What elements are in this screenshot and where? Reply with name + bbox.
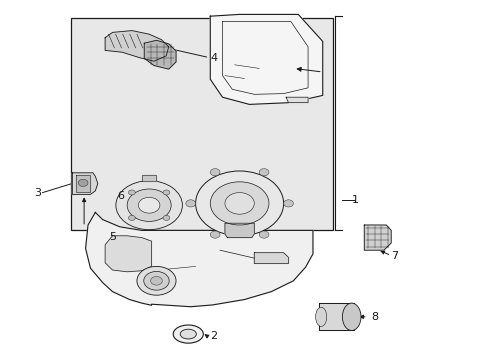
Circle shape: [150, 276, 162, 285]
Polygon shape: [224, 223, 254, 238]
Ellipse shape: [342, 303, 360, 330]
Polygon shape: [144, 40, 176, 69]
Polygon shape: [76, 175, 90, 192]
Circle shape: [128, 215, 135, 220]
Circle shape: [210, 168, 220, 176]
Circle shape: [128, 190, 135, 195]
Ellipse shape: [180, 329, 196, 339]
Text: 3: 3: [35, 188, 41, 198]
Polygon shape: [72, 173, 98, 194]
Polygon shape: [318, 303, 353, 330]
Circle shape: [143, 271, 169, 290]
Circle shape: [259, 231, 268, 238]
Text: 4: 4: [210, 53, 217, 63]
Circle shape: [78, 179, 88, 186]
Circle shape: [137, 266, 176, 295]
Circle shape: [185, 200, 195, 207]
Ellipse shape: [173, 325, 203, 343]
Circle shape: [116, 181, 182, 230]
Circle shape: [210, 231, 220, 238]
Polygon shape: [364, 225, 390, 250]
Circle shape: [138, 197, 160, 213]
Text: 8: 8: [371, 312, 378, 322]
Circle shape: [224, 193, 254, 214]
Text: 2: 2: [210, 330, 217, 341]
Polygon shape: [105, 31, 168, 61]
Circle shape: [259, 168, 268, 176]
Circle shape: [127, 189, 171, 221]
Polygon shape: [254, 253, 288, 264]
Circle shape: [210, 182, 268, 225]
Text: 7: 7: [390, 251, 398, 261]
Bar: [71, 18, 332, 230]
Polygon shape: [105, 236, 151, 272]
Text: 5: 5: [109, 232, 116, 242]
Text: 1: 1: [351, 195, 358, 205]
Circle shape: [283, 200, 293, 207]
Polygon shape: [210, 14, 322, 104]
Polygon shape: [142, 175, 156, 181]
Polygon shape: [85, 212, 312, 307]
Ellipse shape: [315, 307, 326, 327]
Polygon shape: [285, 97, 307, 103]
Circle shape: [195, 171, 283, 236]
Text: 6: 6: [118, 191, 124, 201]
Circle shape: [163, 215, 169, 220]
Circle shape: [163, 190, 169, 195]
